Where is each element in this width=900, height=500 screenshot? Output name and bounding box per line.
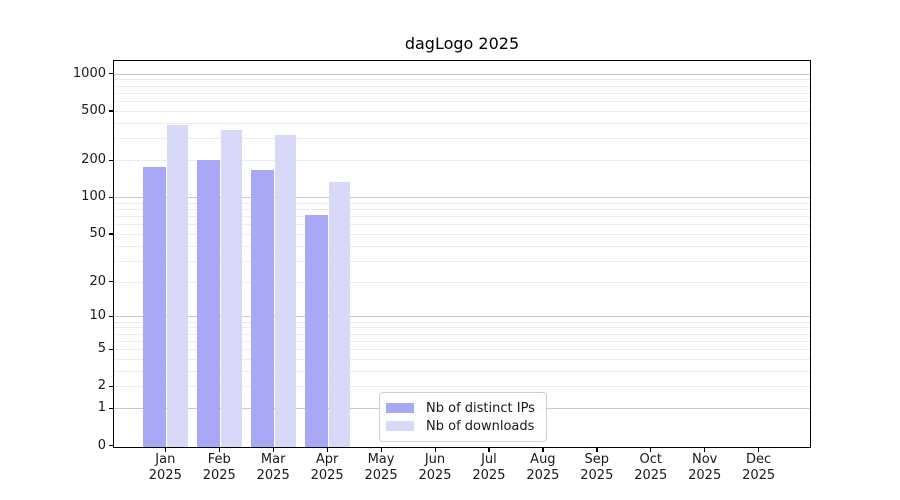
x-tick <box>380 448 382 452</box>
minor-gridline <box>114 209 810 211</box>
x-tick-label: Nov 2025 <box>688 452 722 483</box>
y-tick-label: 1 <box>97 400 106 416</box>
y-tick <box>109 315 113 318</box>
y-tick <box>109 407 113 409</box>
x-tick-label: Feb 2025 <box>202 452 236 483</box>
legend-swatch-distinct-ips <box>386 403 414 413</box>
y-tick <box>109 110 113 112</box>
y-tick <box>109 445 113 447</box>
x-tick <box>218 448 220 452</box>
x-tick <box>596 448 598 452</box>
x-tick-label: Aug 2025 <box>526 452 560 483</box>
x-tick-label: Sep 2025 <box>580 452 614 483</box>
y-tick-label: 20 <box>89 273 106 289</box>
x-tick-label: Dec 2025 <box>742 452 776 483</box>
minor-gridline <box>114 233 810 235</box>
y-tick <box>109 196 113 198</box>
legend-label-downloads: Nb of downloads <box>426 418 535 434</box>
minor-gridline <box>114 321 810 323</box>
x-tick <box>704 448 706 452</box>
bar-downloads <box>220 130 243 447</box>
minor-gridline <box>114 122 810 124</box>
minor-gridline <box>114 349 810 351</box>
minor-gridline <box>114 281 810 283</box>
bar-distinct-ips <box>197 160 220 447</box>
plot-area <box>113 60 811 448</box>
legend-swatch-downloads <box>386 421 414 431</box>
major-gridline <box>114 316 810 318</box>
x-tick <box>164 448 166 452</box>
x-tick <box>326 448 328 452</box>
x-tick-label: May 2025 <box>364 452 398 483</box>
bar-distinct-ips <box>143 167 166 447</box>
minor-gridline <box>114 224 810 226</box>
minor-gridline <box>114 79 810 81</box>
minor-gridline <box>114 260 810 262</box>
y-tick-label: 1000 <box>72 65 106 81</box>
x-tick-label: Jan 2025 <box>148 452 182 483</box>
x-tick-label: Jun 2025 <box>418 452 452 483</box>
y-tick <box>109 281 113 283</box>
y-tick <box>109 348 113 350</box>
minor-gridline <box>114 340 810 342</box>
chart-title: dagLogo 2025 <box>404 34 520 53</box>
major-gridline <box>114 73 810 75</box>
minor-gridline <box>114 92 810 94</box>
minor-gridline <box>114 333 810 335</box>
minor-gridline <box>114 216 810 218</box>
minor-gridline <box>114 85 810 87</box>
y-tick-label: 0 <box>97 437 106 453</box>
x-tick-label: Mar 2025 <box>256 452 290 483</box>
x-tick-label: Apr 2025 <box>310 452 344 483</box>
x-tick <box>488 448 490 452</box>
minor-gridline <box>114 160 810 162</box>
bar-downloads <box>274 135 297 447</box>
y-tick <box>109 233 113 235</box>
y-tick <box>109 159 113 161</box>
y-tick-label: 50 <box>89 225 106 241</box>
x-tick <box>434 448 436 452</box>
y-tick-label: 200 <box>81 152 106 168</box>
x-tick <box>542 448 544 452</box>
y-tick-label: 100 <box>81 189 106 205</box>
minor-gridline <box>114 101 810 103</box>
bar-distinct-ips <box>251 169 274 447</box>
minor-gridline <box>114 202 810 204</box>
y-tick <box>109 73 113 75</box>
major-gridline <box>114 197 810 199</box>
minor-gridline <box>114 370 810 372</box>
minor-gridline <box>114 138 810 140</box>
minor-gridline <box>114 327 810 329</box>
y-tick-label: 2 <box>97 378 106 394</box>
minor-gridline <box>114 386 810 388</box>
legend: Nb of distinct IPs Nb of downloads <box>379 392 547 442</box>
y-tick-label: 10 <box>89 308 106 324</box>
minor-gridline <box>114 110 810 112</box>
y-tick <box>109 385 113 388</box>
bar-downloads <box>166 125 189 447</box>
bar-distinct-ips <box>305 214 328 447</box>
x-tick-label: Oct 2025 <box>634 452 668 483</box>
minor-gridline <box>114 245 810 247</box>
x-tick <box>272 448 274 452</box>
y-tick-label: 5 <box>97 341 106 357</box>
legend-label-distinct-ips: Nb of distinct IPs <box>426 400 535 416</box>
minor-gridline <box>114 358 810 360</box>
x-tick <box>758 448 760 452</box>
bar-downloads <box>328 181 351 447</box>
x-tick <box>650 448 652 452</box>
legend-item-downloads: Nb of downloads <box>386 418 538 434</box>
x-tick-label: Jul 2025 <box>472 452 506 483</box>
legend-item-distinct-ips: Nb of distinct IPs <box>386 400 538 416</box>
y-tick-label: 500 <box>81 102 106 118</box>
